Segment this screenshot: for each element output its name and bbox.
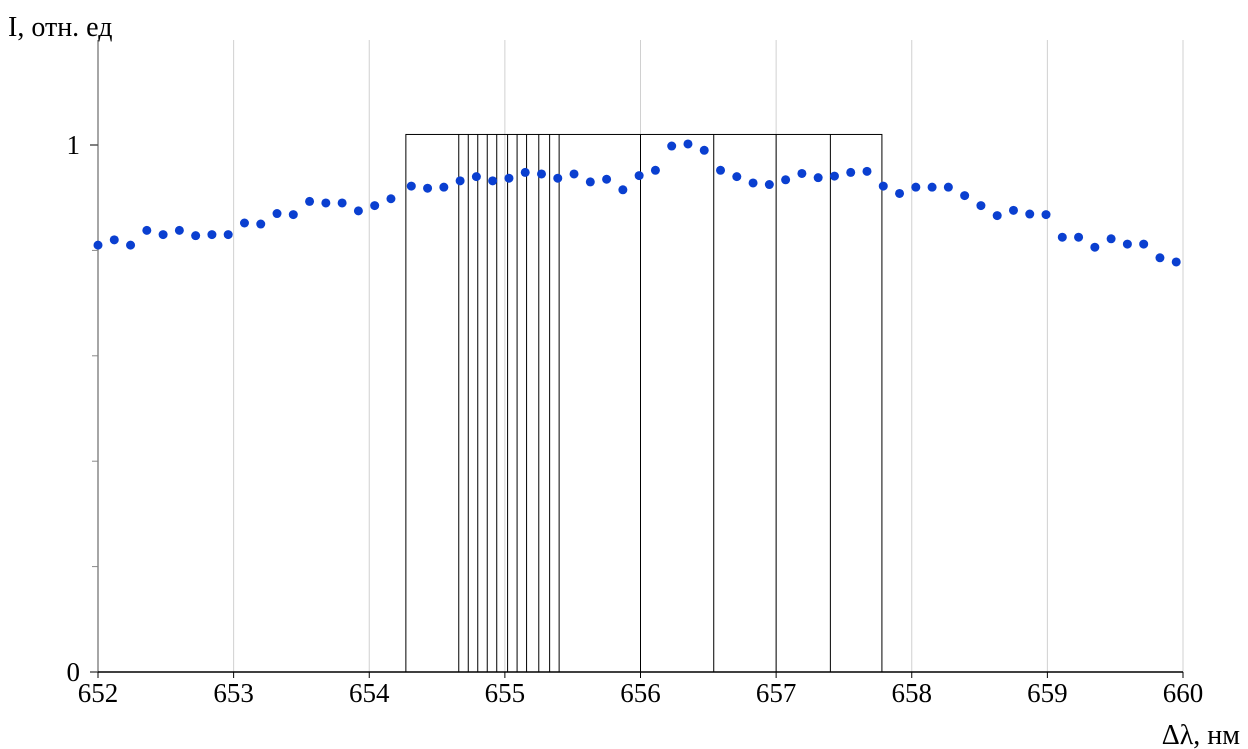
data-point-36 (683, 139, 693, 149)
x-tick-label-659: 659 (1027, 678, 1068, 708)
y-axis-title: I, отн. ед (8, 12, 112, 43)
data-point-19 (406, 181, 416, 191)
data-point-26 (520, 167, 530, 177)
data-point-27 (536, 169, 546, 179)
data-point-60 (1074, 232, 1084, 242)
x-axis-title: Δλ, нм (1162, 720, 1241, 749)
data-point-57 (1025, 209, 1035, 219)
data-point-52 (943, 182, 953, 192)
data-point-0 (93, 240, 103, 250)
data-point-40 (748, 178, 758, 188)
data-point-11 (272, 209, 282, 219)
x-tick-label-652: 652 (78, 678, 119, 708)
data-point-3 (142, 225, 152, 235)
y-tick-label-1: 1 (67, 130, 81, 160)
data-point-4 (158, 230, 168, 240)
data-point-38 (716, 165, 726, 175)
data-point-35 (667, 141, 677, 151)
data-point-43 (797, 168, 807, 178)
x-tick-label-656: 656 (620, 678, 661, 708)
data-point-7 (207, 230, 217, 240)
data-point-47 (862, 166, 872, 176)
data-point-22 (455, 176, 465, 186)
data-point-48 (878, 181, 888, 191)
data-point-25 (504, 173, 514, 183)
data-point-32 (618, 185, 628, 195)
y-tick-label-0: 0 (67, 657, 81, 687)
data-points (93, 139, 1181, 267)
data-point-31 (602, 174, 612, 184)
data-point-8 (223, 230, 233, 240)
data-point-53 (960, 191, 970, 201)
data-point-21 (439, 182, 449, 192)
data-point-20 (423, 183, 433, 193)
data-point-6 (191, 231, 201, 241)
data-point-28 (553, 173, 563, 183)
data-point-37 (699, 145, 709, 155)
data-point-16 (353, 206, 363, 216)
data-point-50 (911, 182, 921, 192)
data-point-65 (1155, 253, 1165, 263)
data-point-5 (174, 225, 184, 235)
data-point-15 (337, 198, 347, 208)
axes (90, 40, 1184, 678)
x-tick-label-655: 655 (485, 678, 526, 708)
x-tick-label-657: 657 (756, 678, 797, 708)
data-point-13 (305, 196, 315, 206)
data-point-33 (634, 171, 644, 181)
data-point-18 (386, 194, 396, 204)
data-point-24 (488, 176, 498, 186)
data-point-49 (895, 188, 905, 198)
x-tick-label-658: 658 (892, 678, 933, 708)
data-point-66 (1171, 257, 1181, 267)
data-point-63 (1122, 239, 1132, 249)
data-point-10 (256, 219, 266, 229)
data-point-2 (126, 240, 136, 250)
data-point-51 (927, 182, 937, 192)
data-point-9 (239, 218, 249, 228)
data-point-46 (846, 167, 856, 177)
data-point-61 (1090, 242, 1100, 252)
data-point-54 (976, 201, 986, 211)
data-point-39 (732, 172, 742, 182)
data-point-14 (321, 198, 331, 208)
data-point-44 (813, 173, 823, 183)
data-point-56 (1008, 205, 1018, 215)
band-boxes (405, 133, 883, 673)
data-point-58 (1041, 210, 1051, 220)
data-point-1 (109, 235, 119, 245)
data-point-62 (1106, 234, 1116, 244)
data-point-42 (781, 175, 791, 185)
data-point-45 (829, 171, 839, 181)
x-tick-label-660: 660 (1163, 678, 1204, 708)
x-tick-label-653: 653 (213, 678, 254, 708)
data-point-29 (569, 169, 579, 179)
data-point-30 (585, 177, 595, 187)
data-point-55 (992, 211, 1002, 221)
data-point-17 (370, 201, 380, 211)
data-point-23 (471, 172, 481, 182)
data-point-12 (288, 210, 298, 220)
data-point-64 (1139, 239, 1149, 249)
data-point-59 (1057, 232, 1067, 242)
x-tick-label-654: 654 (349, 678, 390, 708)
data-point-34 (650, 165, 660, 175)
data-point-41 (764, 180, 774, 190)
axis-labels: 0 1 652 653 654 655 656 657 658 659 660 I, отн. ед Δ… (8, 12, 1240, 749)
